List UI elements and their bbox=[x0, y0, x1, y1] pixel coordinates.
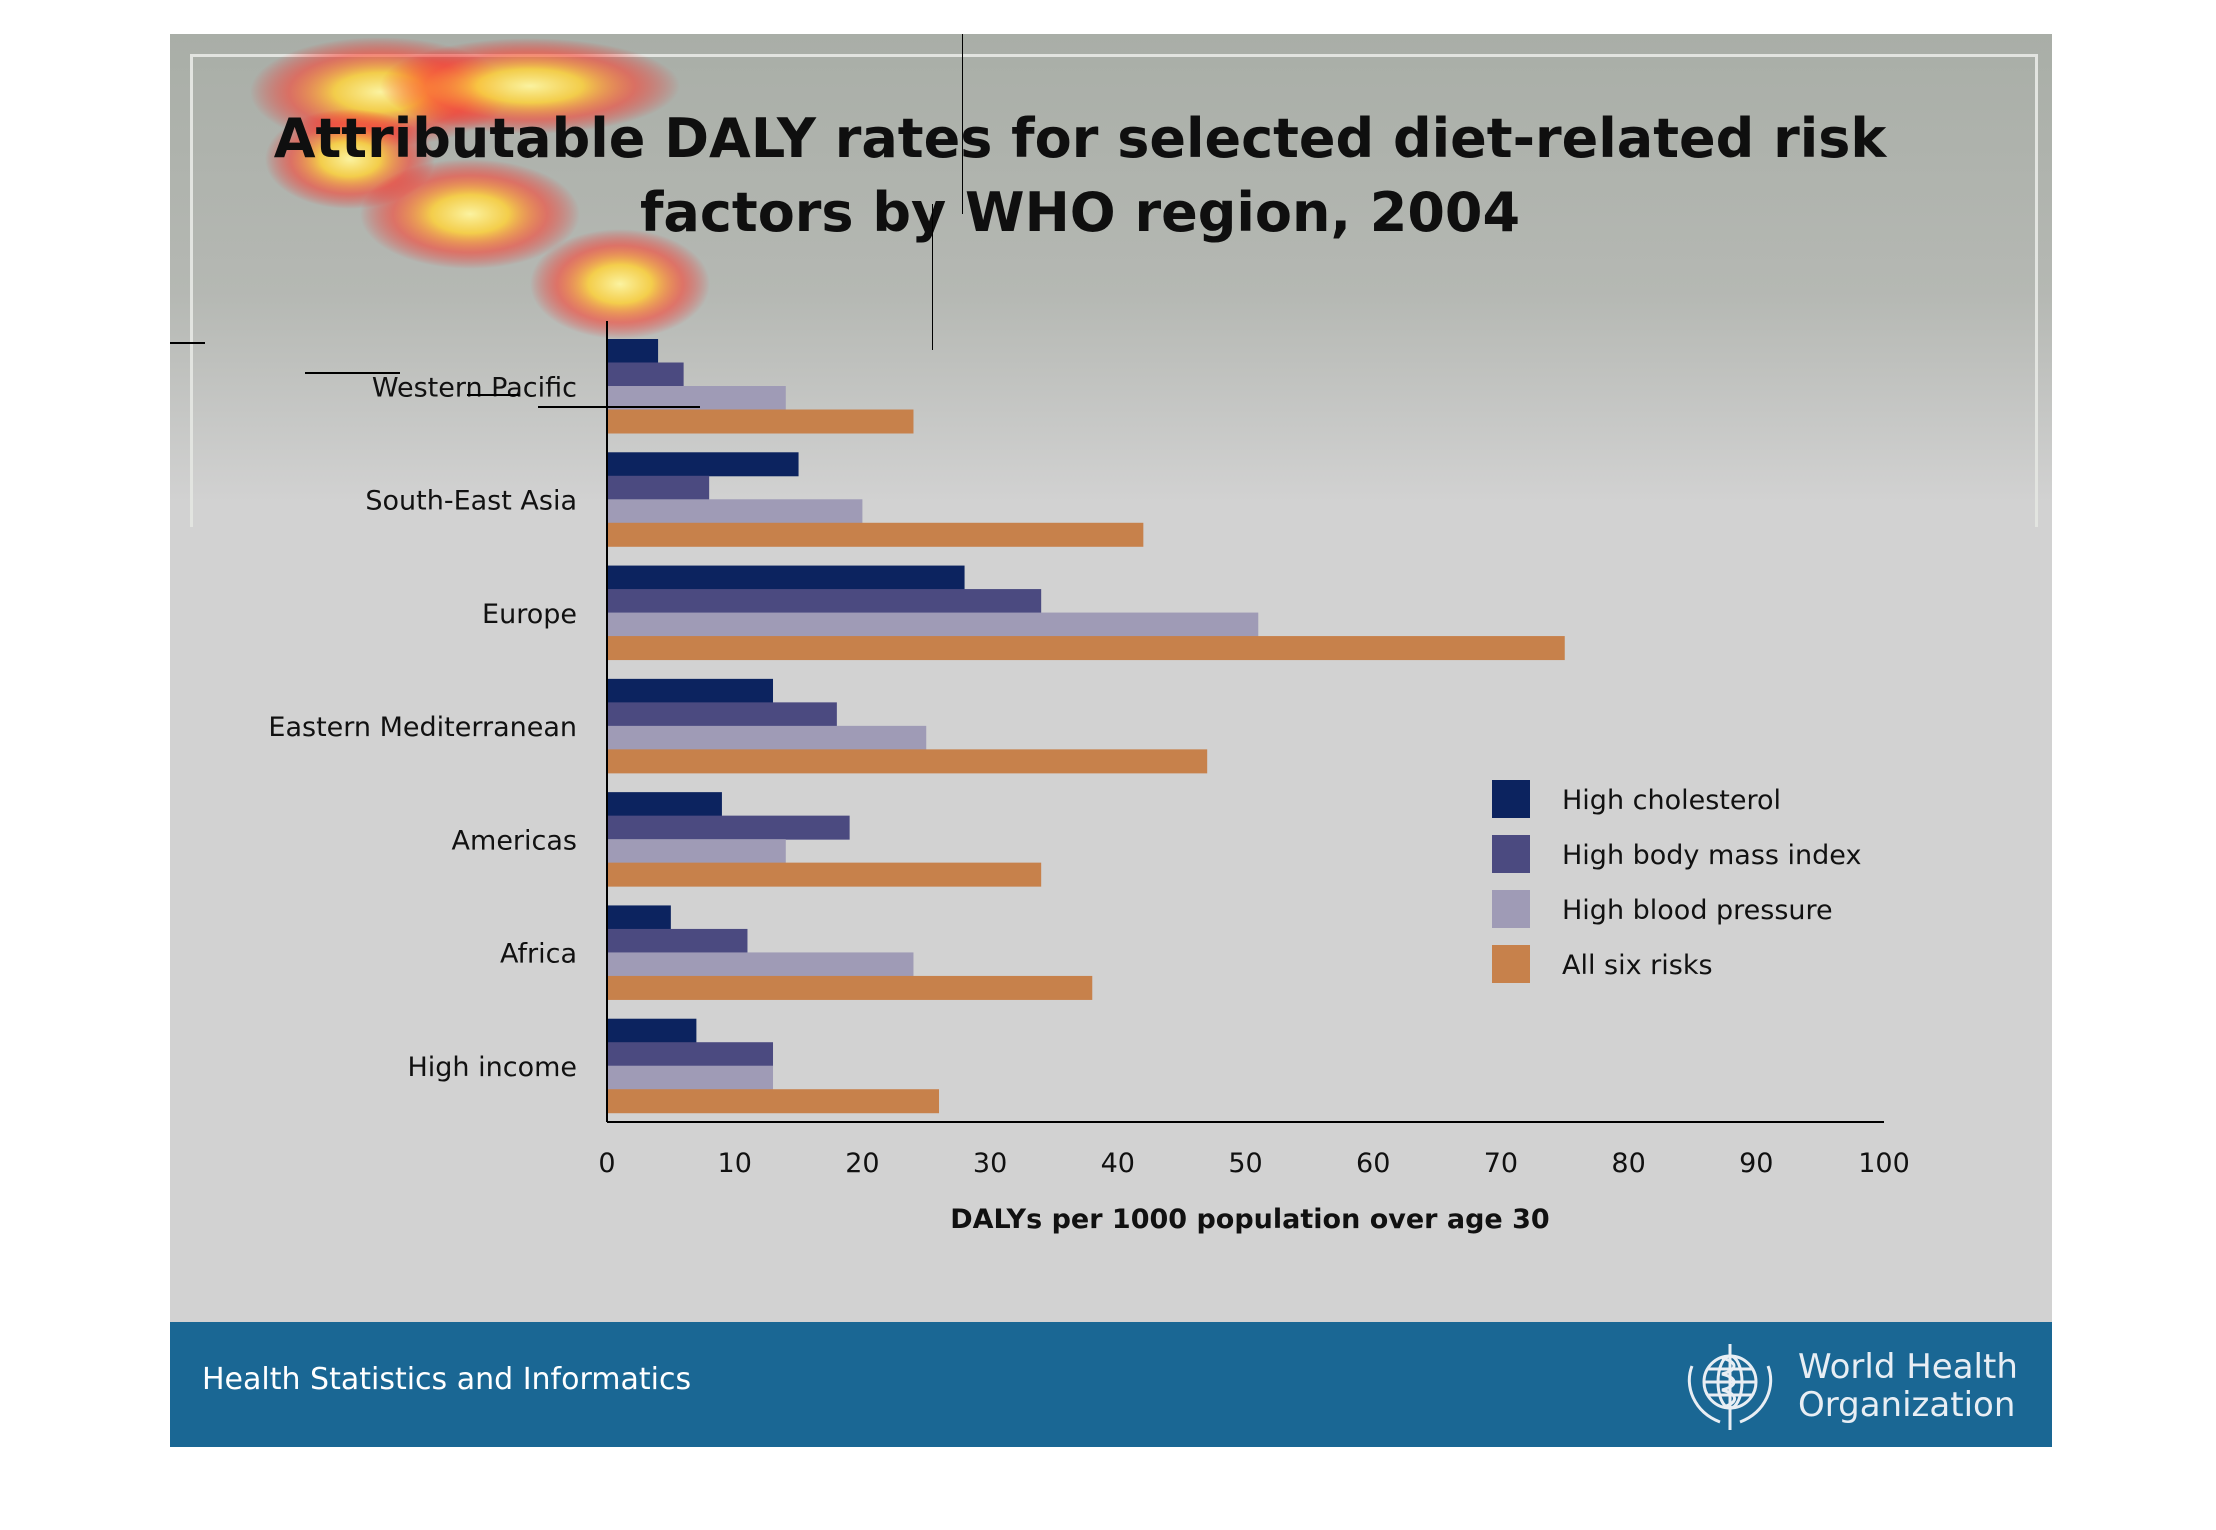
stray-mark-line bbox=[170, 342, 205, 344]
bar bbox=[607, 565, 965, 590]
stray-mark-line bbox=[305, 372, 400, 374]
bar bbox=[607, 452, 799, 477]
bar bbox=[607, 1018, 697, 1043]
chart-title: Attributable DALY rates for selected die… bbox=[273, 107, 1887, 244]
bar bbox=[607, 928, 748, 953]
slide: Attributable DALY rates for selected die… bbox=[170, 34, 2052, 1447]
heat-spot bbox=[360, 159, 580, 269]
category-label: Western Pacific bbox=[372, 372, 577, 403]
bar bbox=[607, 589, 1042, 614]
bar bbox=[607, 815, 850, 840]
bar bbox=[607, 905, 671, 930]
bar-chart: Western Pacific South-East Asia Europe East… bbox=[268, 321, 1910, 1235]
x-tick-label: 30 bbox=[973, 1148, 1007, 1179]
bar bbox=[607, 862, 1042, 887]
bar bbox=[607, 1065, 774, 1090]
bar bbox=[607, 749, 1208, 774]
x-tick-label: 20 bbox=[845, 1148, 879, 1179]
legend-label: All six risks bbox=[1562, 950, 1713, 981]
bar bbox=[607, 1042, 774, 1067]
x-tick-label: 40 bbox=[1101, 1148, 1135, 1179]
organization-name: World Health Organization bbox=[1798, 1347, 2018, 1425]
bar bbox=[607, 362, 684, 387]
category-label: Eastern Mediterranean bbox=[268, 712, 577, 743]
x-tick-label: 70 bbox=[1484, 1148, 1518, 1179]
bar bbox=[607, 975, 1093, 1000]
legend-swatch bbox=[1492, 890, 1530, 928]
x-tick-label: 50 bbox=[1228, 1148, 1262, 1179]
x-tick-label: 80 bbox=[1611, 1148, 1645, 1179]
heat-spot bbox=[380, 38, 680, 134]
footer-text: Health Statistics and Informatics bbox=[202, 1362, 692, 1397]
footer-bar: Health Statistics and Informatics World … bbox=[170, 1322, 2052, 1447]
x-tick-label: 60 bbox=[1356, 1148, 1390, 1179]
legend-label: High blood pressure bbox=[1562, 895, 1833, 926]
legend-label: High cholesterol bbox=[1562, 785, 1781, 816]
stray-mark-line bbox=[538, 406, 700, 408]
category-label: South-East Asia bbox=[365, 486, 577, 517]
bar bbox=[607, 522, 1144, 547]
bar bbox=[607, 499, 863, 524]
bar bbox=[607, 839, 786, 864]
stray-mark-line bbox=[932, 204, 933, 350]
attention-heatmap-overlay bbox=[250, 37, 710, 339]
bar bbox=[607, 792, 722, 817]
x-axis-label: DALYs per 1000 population over age 30 bbox=[950, 1204, 1549, 1235]
bar bbox=[607, 612, 1259, 637]
x-tick-label: 0 bbox=[598, 1148, 615, 1179]
stray-mark-line bbox=[467, 394, 519, 396]
legend-label: High body mass index bbox=[1562, 840, 1861, 871]
legend-swatch bbox=[1492, 780, 1530, 818]
bar bbox=[607, 636, 1565, 661]
x-tick-label: 10 bbox=[718, 1148, 752, 1179]
category-label: Africa bbox=[500, 939, 577, 970]
slide-frame bbox=[190, 54, 2038, 527]
bar bbox=[607, 1089, 940, 1114]
bar bbox=[607, 952, 914, 977]
bar bbox=[607, 678, 774, 703]
bar bbox=[607, 702, 837, 727]
x-tick-label: 90 bbox=[1739, 1148, 1773, 1179]
heat-spot bbox=[530, 229, 710, 339]
bar bbox=[607, 475, 710, 500]
legend-swatch bbox=[1492, 945, 1530, 983]
category-label: Americas bbox=[452, 825, 577, 856]
bar bbox=[607, 409, 914, 434]
x-tick-label: 100 bbox=[1858, 1148, 1910, 1179]
stray-mark-line bbox=[962, 34, 963, 214]
who-emblem-icon bbox=[1687, 1344, 1773, 1430]
bar bbox=[607, 339, 659, 363]
category-label: Europe bbox=[482, 599, 577, 630]
category-label: High income bbox=[407, 1052, 577, 1083]
legend-swatch bbox=[1492, 835, 1530, 873]
bar bbox=[607, 725, 927, 750]
